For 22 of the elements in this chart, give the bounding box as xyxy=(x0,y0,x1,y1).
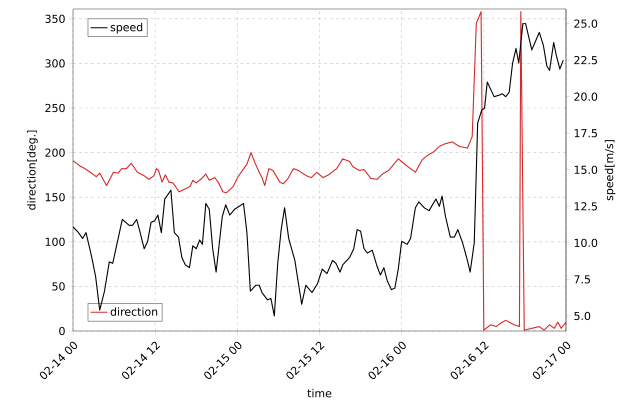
y-tick-label: 300 xyxy=(45,59,65,68)
legend-label: speed xyxy=(110,22,142,34)
y-tick-label: 150 xyxy=(46,193,65,202)
y2-tick-label: 15.0 xyxy=(574,166,598,174)
y-tick-label: 350 xyxy=(45,14,65,23)
x-axis-title: time xyxy=(307,388,332,398)
legend-label: direction xyxy=(110,307,158,316)
y2-tick-label: 25.0 xyxy=(574,19,598,28)
y-tick-label: 0 xyxy=(59,326,65,336)
y-tick-label: 50 xyxy=(52,282,65,291)
y2-tick-label: 12.5 xyxy=(574,202,597,210)
y-axis-title: direction[deg.] xyxy=(27,130,38,210)
y2-tick-label: 17.5 xyxy=(574,129,597,138)
y2-tick-label: 22.5 xyxy=(574,56,597,64)
y-tick-label: 200 xyxy=(45,148,65,157)
y2-tick-label: 7.5 xyxy=(574,275,590,284)
y-tick-label: 250 xyxy=(45,104,65,112)
y2-tick-label: 5.0 xyxy=(574,312,590,320)
y2-tick-label: 10.0 xyxy=(574,238,598,248)
y2-tick-label: 20.0 xyxy=(574,92,598,101)
y2-axis-title: speed[m/s] xyxy=(604,140,616,200)
y-tick-label: 100 xyxy=(46,238,65,246)
